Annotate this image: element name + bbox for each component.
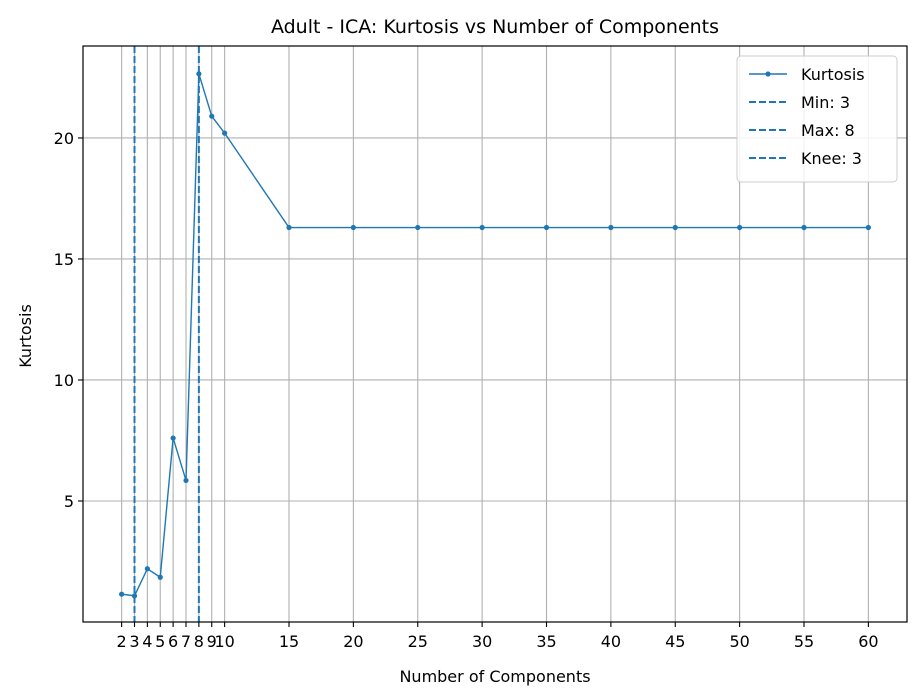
x-tick-label: 30 xyxy=(472,632,492,651)
data-point xyxy=(170,435,176,441)
legend-marker xyxy=(765,71,771,77)
x-tick-label: 8 xyxy=(194,632,204,651)
x-tick-label: 55 xyxy=(794,632,814,651)
x-tick-label: 45 xyxy=(665,632,685,651)
data-point xyxy=(415,224,421,231)
legend-label: Knee: 3 xyxy=(801,149,862,168)
data-point xyxy=(209,113,215,119)
x-tick-label: 20 xyxy=(343,632,363,651)
data-point xyxy=(737,224,743,231)
y-axis-label: Kurtosis xyxy=(16,304,35,368)
x-tick-label: 4 xyxy=(142,632,152,651)
x-tick-label: 15 xyxy=(279,632,299,651)
data-point xyxy=(479,224,485,231)
x-tick-label: 50 xyxy=(729,632,749,651)
data-point xyxy=(350,224,356,231)
legend-entry: Knee: 3 xyxy=(749,149,862,168)
x-tick-label: 5 xyxy=(155,632,165,651)
x-tick-label: 3 xyxy=(129,632,139,651)
data-point xyxy=(543,224,550,231)
legend-box xyxy=(736,55,898,183)
data-point xyxy=(157,574,163,580)
data-point xyxy=(196,71,202,77)
x-tick-label: 10 xyxy=(214,632,234,651)
y-tick-label: 5 xyxy=(64,492,74,511)
x-tick-label: 2 xyxy=(117,632,127,651)
plot-frame xyxy=(82,45,908,623)
x-tick-label: 25 xyxy=(408,632,428,651)
y-tick-label: 20 xyxy=(54,129,74,148)
x-tick-label: 35 xyxy=(536,632,556,651)
x-tick-label: 9 xyxy=(207,632,217,651)
legend-label: Kurtosis xyxy=(801,65,865,84)
legend-label: Max: 8 xyxy=(801,121,855,140)
data-point xyxy=(183,477,189,484)
data-point xyxy=(672,224,678,231)
data-point xyxy=(222,130,228,136)
series-layer xyxy=(119,71,871,599)
legend: Kurtosis Min: 3 Max: 8 Knee: 3 xyxy=(736,55,898,183)
data-point xyxy=(801,224,807,231)
x-tick-label: 60 xyxy=(858,632,878,651)
x-tick-label: 7 xyxy=(181,632,191,651)
x-tick-label: 40 xyxy=(601,632,621,651)
data-point xyxy=(608,224,614,231)
grid-lines xyxy=(83,46,907,622)
data-point xyxy=(865,224,871,231)
data-point xyxy=(119,591,125,597)
data-point xyxy=(131,593,138,599)
x-tick-label: 6 xyxy=(168,632,178,651)
y-axis-ticks: 5 10 15 20 xyxy=(54,129,83,511)
x-axis-ticks: 2 3 4 5 6 7 8 910 15 20 25 30 35 40 45 50 55 60 xyxy=(117,622,879,651)
y-tick-label: 15 xyxy=(54,250,74,269)
data-point xyxy=(286,224,292,231)
legend-entry: Min: 3 xyxy=(749,93,850,112)
x-axis-label: Number of Components xyxy=(399,667,590,686)
legend-entry: Kurtosis xyxy=(749,65,865,84)
chart-title: Adult - ICA: Kurtosis vs Number of Compo… xyxy=(271,16,719,38)
y-tick-label: 10 xyxy=(54,371,74,390)
legend-label: Min: 3 xyxy=(801,93,850,112)
reference-lines xyxy=(133,46,200,622)
data-point xyxy=(144,566,150,572)
legend-entry: Max: 8 xyxy=(749,121,855,140)
